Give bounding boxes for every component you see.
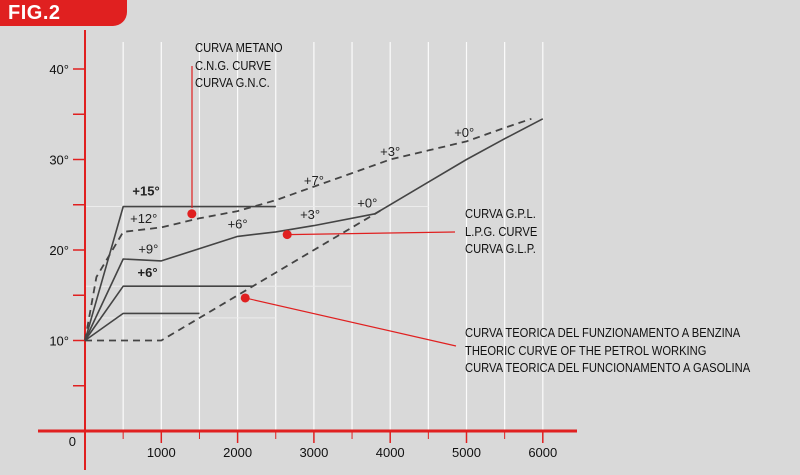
lpg-callout-line: CURVA G.P.L. (465, 206, 536, 221)
series-line-5 (84, 312, 200, 342)
y-tick-label: 30° (49, 153, 69, 168)
petrol-callout-line: CURVA TEORICA DEL FUNZIONAMENTO A BENZIN… (465, 325, 741, 340)
advance-annotation: +6° (138, 265, 158, 280)
cng-callout: CURVA METANO C.N.G. CURVE CURVA G.N.C. (195, 39, 283, 92)
x-tick-label: 6000 (528, 445, 557, 460)
x-tick-label: 1000 (147, 445, 176, 460)
origin-label: 0 (69, 434, 76, 449)
x-tick-label: 3000 (299, 445, 328, 460)
advance-annotation: +0° (454, 125, 474, 140)
advance-annotation: +15° (132, 184, 159, 199)
y-tick-label: 40° (49, 62, 69, 77)
advance-annotation: +6° (228, 216, 248, 231)
petrol-callout-line: THEORIC CURVE OF THE PETROL WORKING (465, 342, 707, 358)
cng-callout-line: CURVA METANO (195, 40, 283, 55)
callout-marker (282, 230, 292, 240)
advance-annotation: +3° (300, 207, 320, 222)
petrol-callout: CURVA TEORICA DEL FUNZIONAMENTO A BENZIN… (465, 324, 750, 377)
series-line-2 (85, 208, 384, 342)
advance-annotation: +0° (357, 195, 377, 210)
figure-tab: FIG.2 (0, 0, 127, 26)
callout-leader (287, 231, 456, 236)
x-tick-label: 4000 (376, 445, 405, 460)
cng-callout-line: C.N.G. CURVE (195, 57, 272, 73)
callout-marker (187, 209, 197, 219)
y-tick-label: 20° (49, 243, 69, 258)
x-tick-label: 2000 (223, 445, 252, 460)
advance-annotation: +3° (380, 144, 400, 159)
advance-annotation: +12° (130, 211, 157, 226)
lpg-callout: CURVA G.P.L. L.P.G. CURVE CURVA G.L.P. (465, 205, 537, 258)
y-tick-label: 10° (49, 334, 69, 349)
x-tick-label: 5000 (452, 445, 481, 460)
callout-marker (240, 293, 250, 303)
series-line-4 (84, 285, 253, 341)
advance-annotation: +9° (138, 242, 158, 257)
series-line-0 (84, 117, 532, 341)
series-line-1 (84, 118, 544, 341)
lpg-callout-line: L.P.G. CURVE (465, 223, 538, 239)
figure-label: FIG.2 (8, 2, 61, 24)
petrol-callout-line: CURVA TEORICA DEL FUNCIONAMENTO A GASOLI… (465, 360, 751, 375)
series-line-3 (84, 205, 276, 341)
lpg-callout-line: CURVA G.L.P. (465, 241, 536, 256)
callout-leader (245, 297, 457, 347)
cng-callout-line: CURVA G.N.C. (195, 75, 270, 90)
advance-annotation: +7° (304, 173, 324, 188)
